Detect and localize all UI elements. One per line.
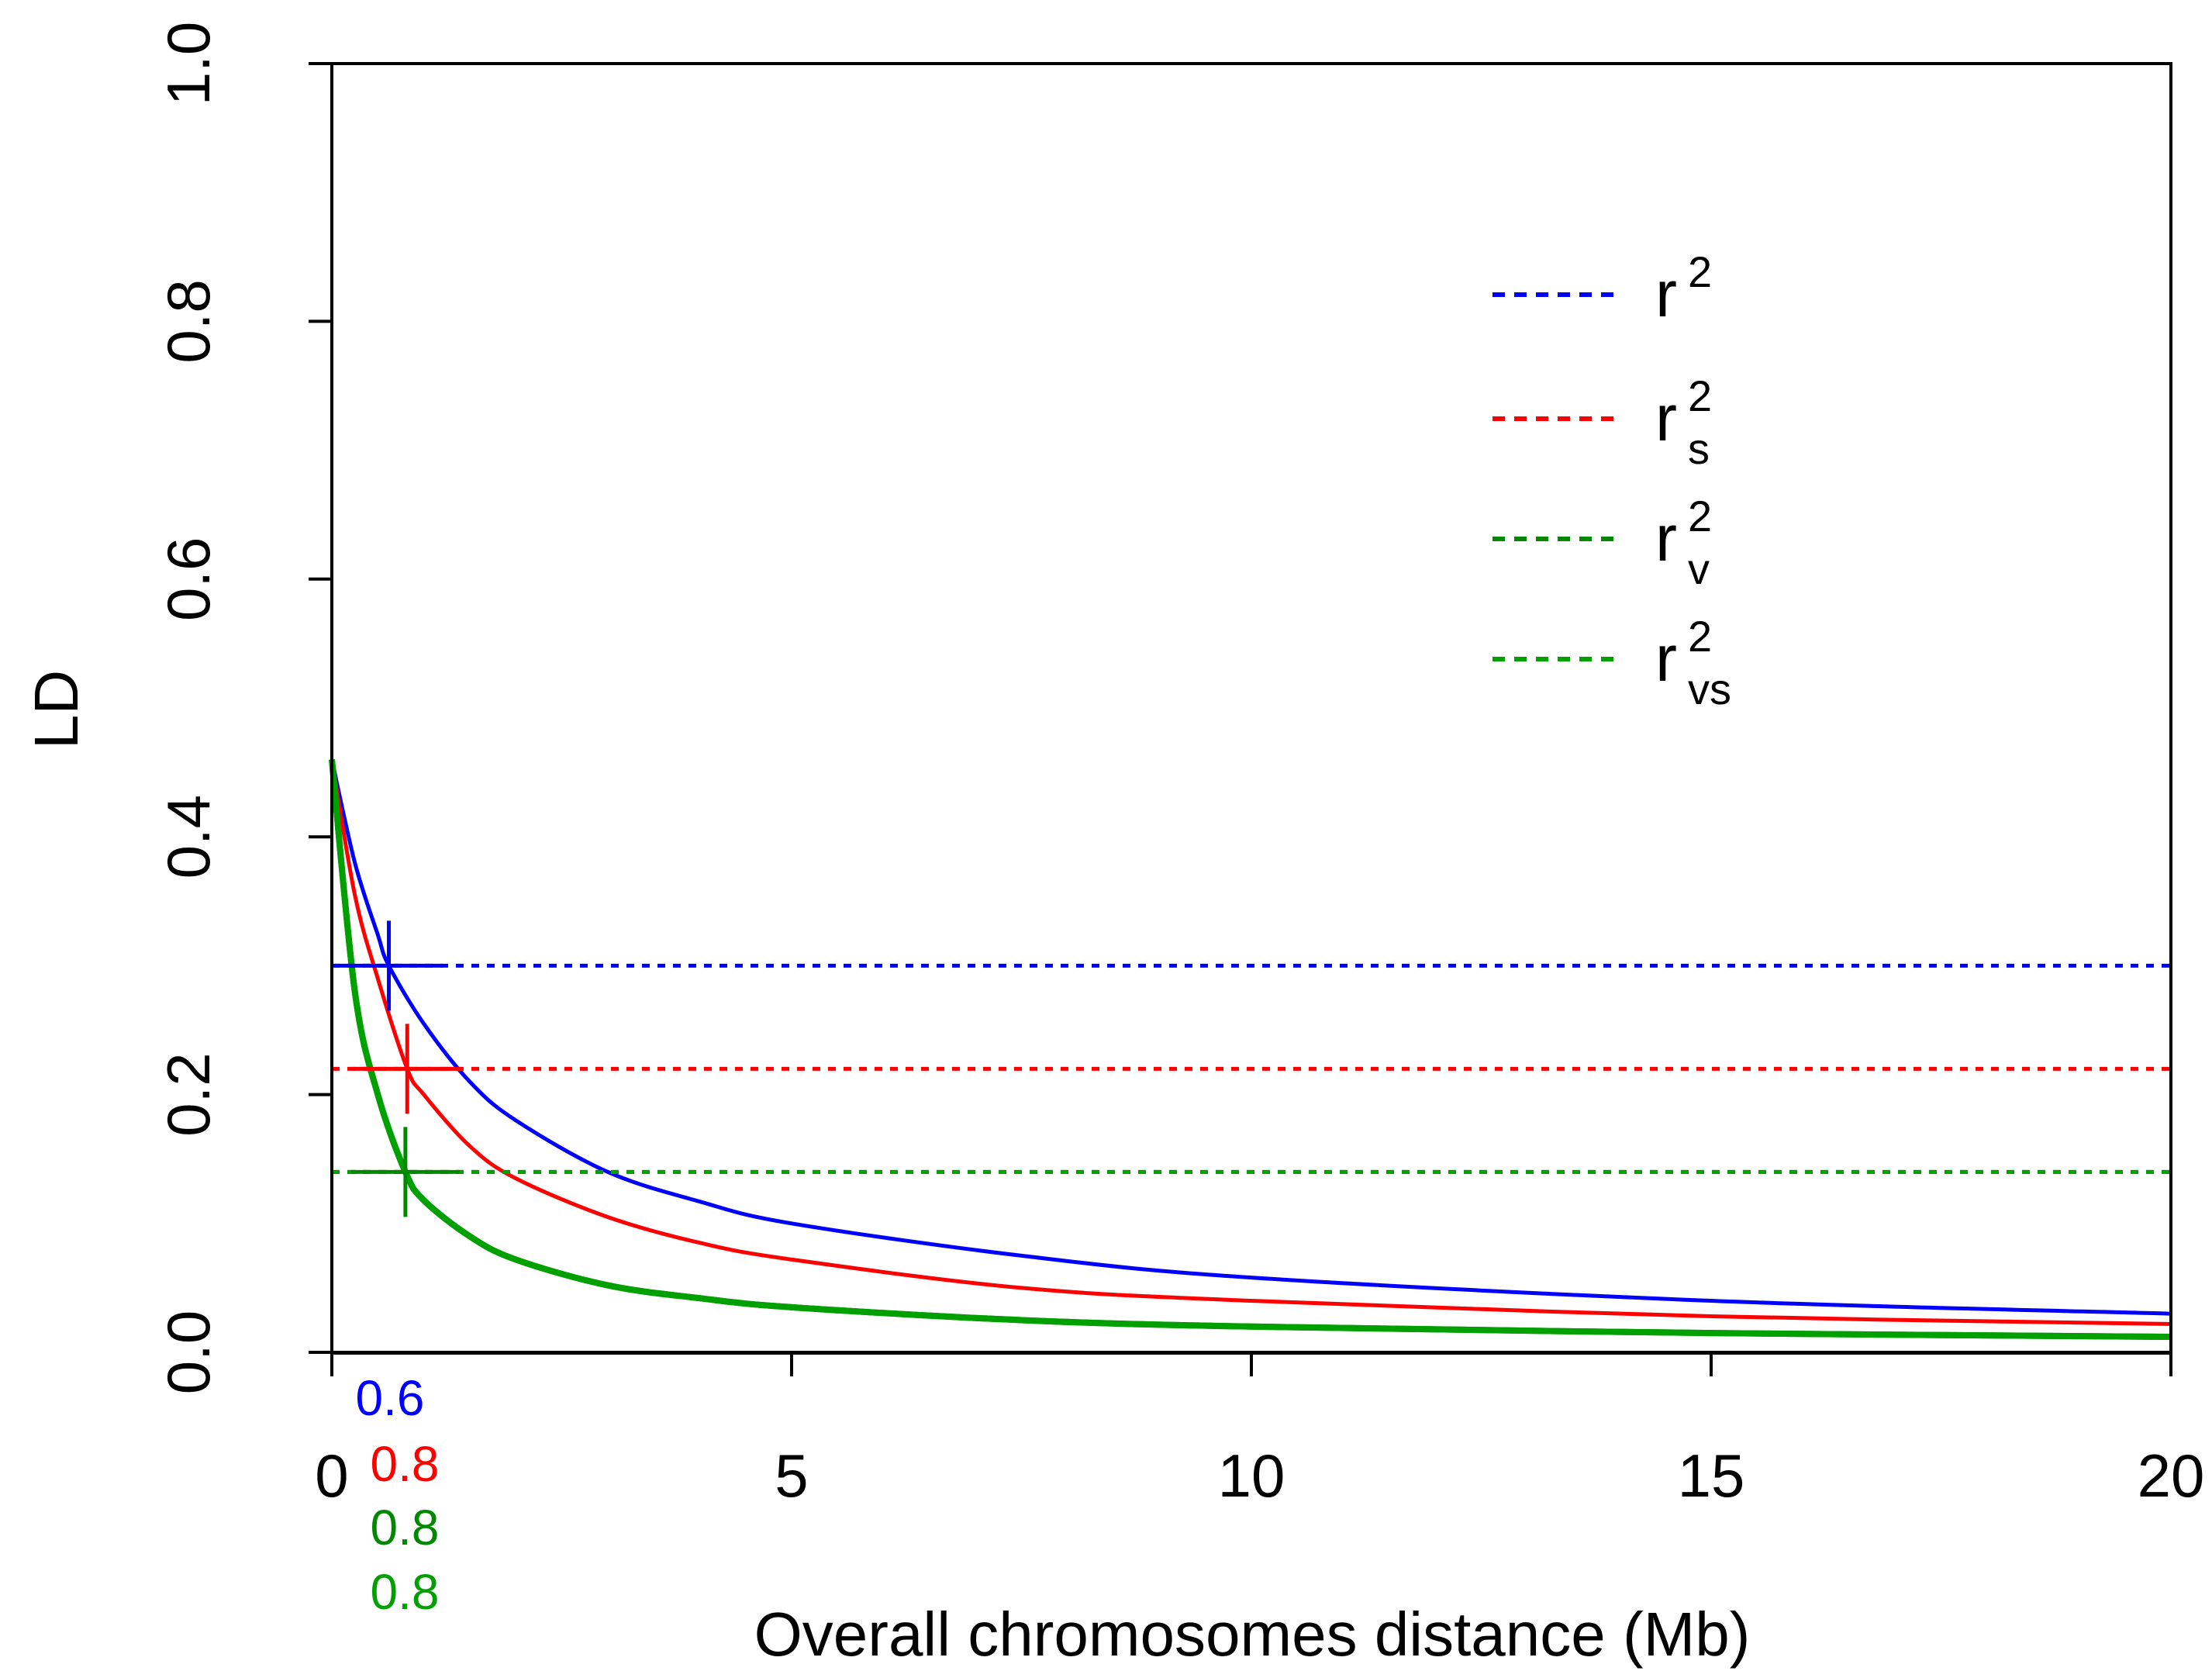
legend-label: r [1655, 382, 1677, 454]
y-tick-label: 0.0 [154, 1310, 223, 1394]
axes: 0 5 10 15 20 0.0 0.2 0.4 0.6 0.8 1.0 [154, 22, 2204, 1510]
y-tick-label: 0.2 [154, 1052, 223, 1136]
y-tick-label: 0.4 [154, 795, 223, 879]
y-tick-label: 1.0 [154, 22, 223, 105]
crossing-annotation: 0.8 [371, 1564, 440, 1620]
legend-label-sub: s [1688, 424, 1710, 473]
crossing-annotation: 0.8 [371, 1500, 440, 1555]
x-tick-label: 15 [1678, 1441, 1745, 1510]
legend-label: r [1655, 502, 1677, 575]
crossing-annotations: 0.6 0.8 0.8 0.8 [356, 1370, 440, 1620]
crossing-annotation: 0.8 [371, 1436, 440, 1492]
curve-s [330, 759, 2172, 1326]
legend-label-sup: 2 [1688, 492, 1712, 540]
curve-r [330, 758, 2172, 1316]
legend-label-sub: vs [1688, 665, 1731, 713]
y-axis-title: LD [22, 670, 91, 749]
legend-label-sup: 2 [1688, 371, 1712, 420]
x-tick-label: 5 [775, 1441, 808, 1510]
y-tick-label: 0.8 [154, 279, 223, 363]
legend: r 2r 2sr 2vr 2vs [1492, 247, 1731, 713]
x-tick-label: 0 [315, 1441, 348, 1510]
legend-label: r [1655, 257, 1677, 330]
x-tick-label: 10 [1218, 1441, 1285, 1510]
crossing-annotation: 0.6 [356, 1370, 425, 1426]
plot-frame [330, 62, 2172, 1354]
curve-vs [329, 759, 2172, 1341]
y-tick-label: 0.6 [154, 537, 223, 621]
curve-v [329, 759, 2172, 1341]
x-tick-label: 20 [2138, 1441, 2205, 1510]
legend-label-sup: 2 [1688, 612, 1712, 661]
decay-curves [329, 758, 2172, 1341]
legend-label-sup: 2 [1688, 247, 1712, 296]
legend-label-sub: v [1688, 544, 1710, 593]
legend-label: r [1655, 622, 1677, 695]
x-axis-title: Overall chromosomes distance (Mb) [754, 1600, 1751, 1669]
crossing-markers [334, 920, 462, 1217]
threshold-lines [332, 963, 2171, 1174]
